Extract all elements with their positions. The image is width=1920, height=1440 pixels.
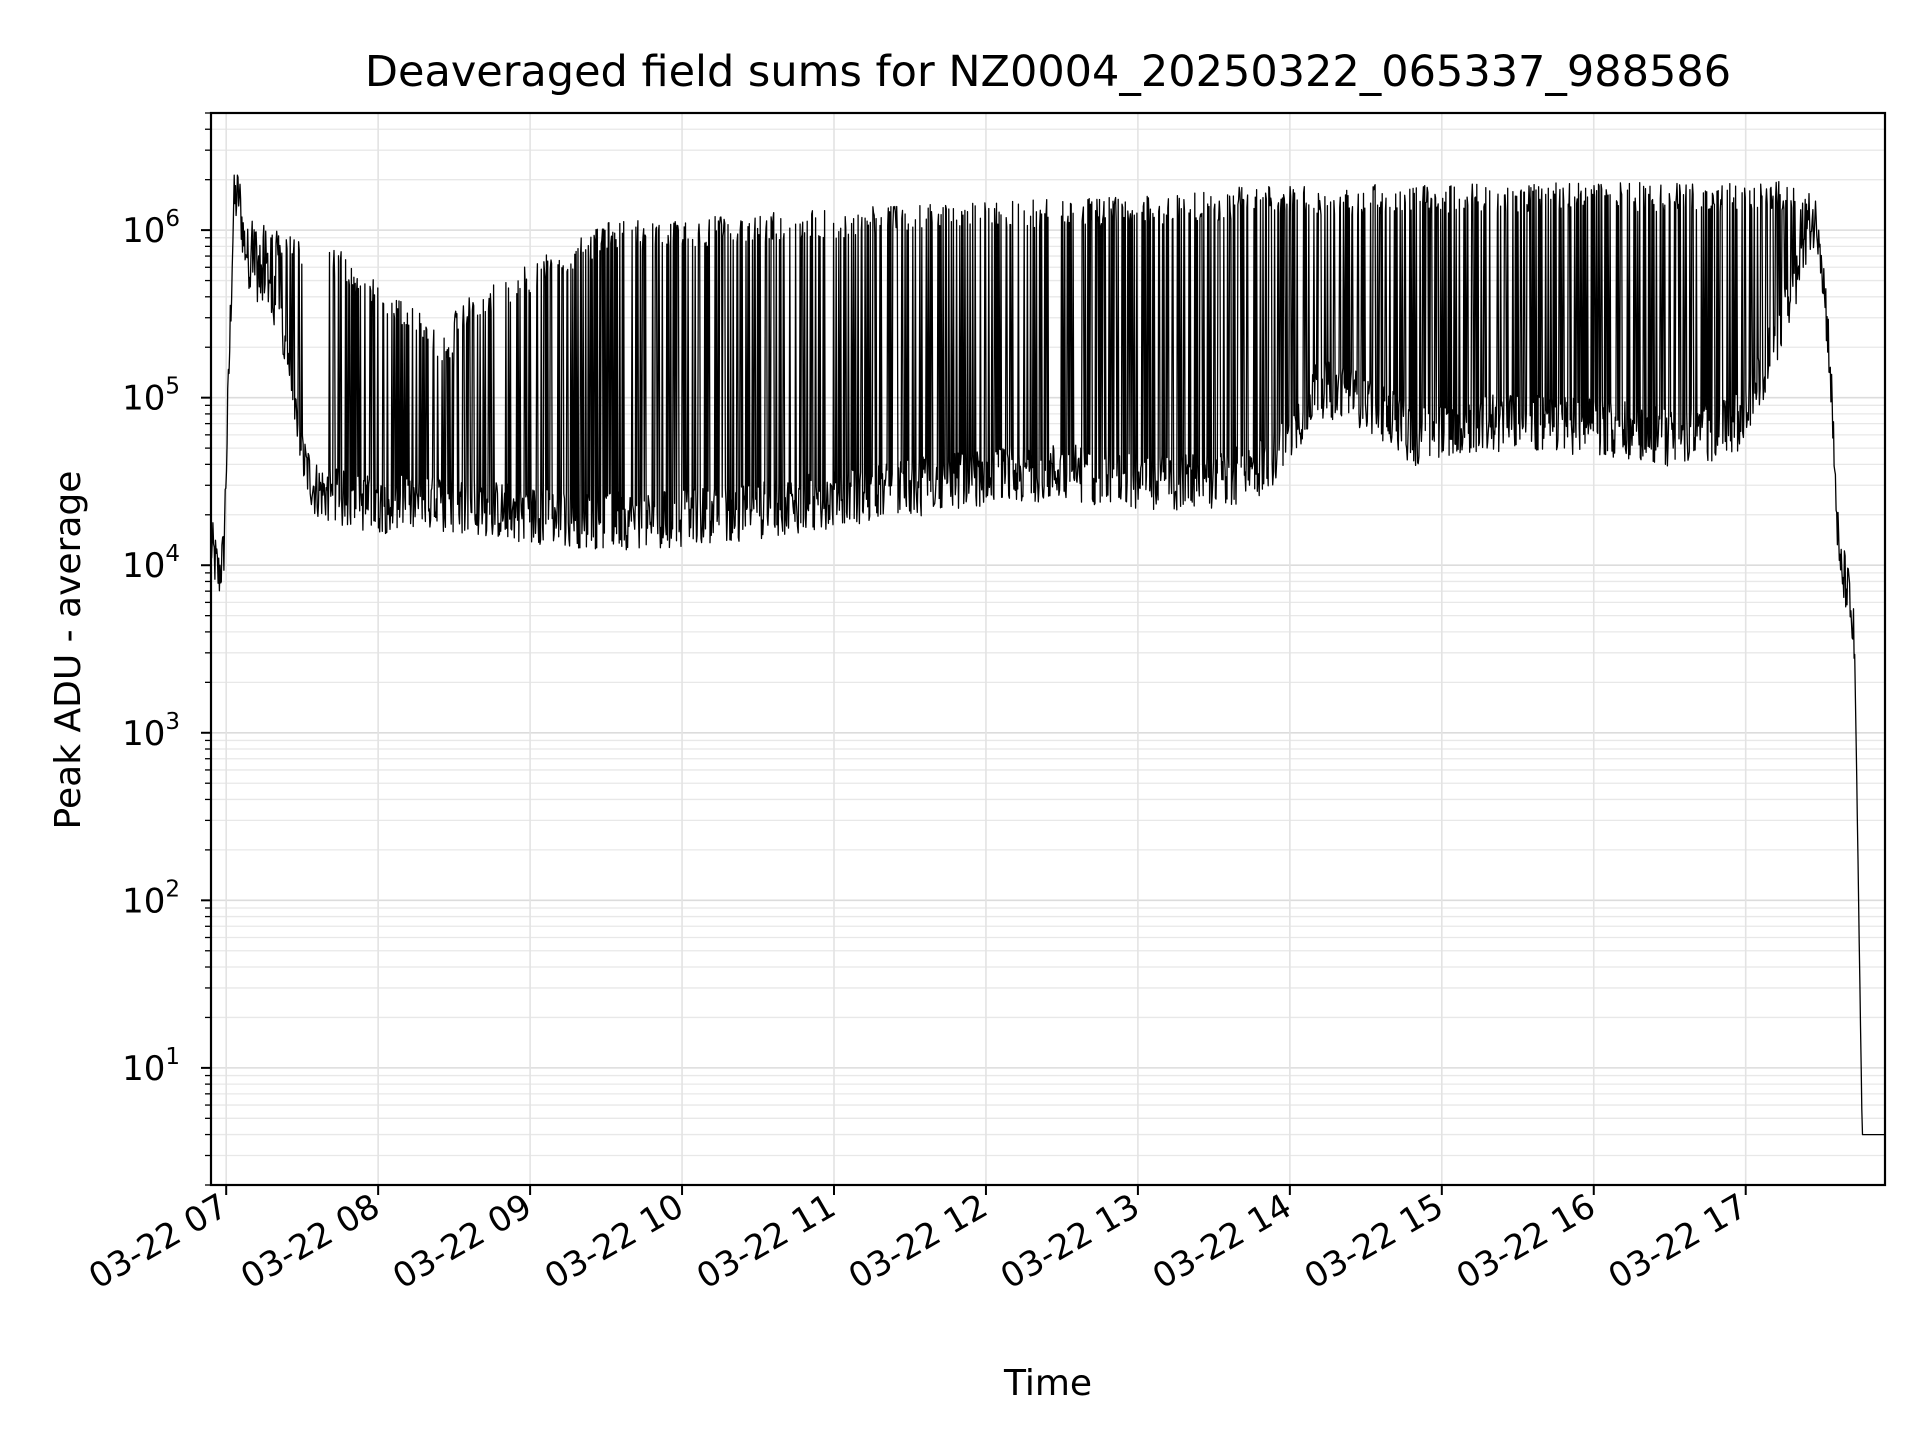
chart-title: Deaveraged field sums for NZ0004_2025032… <box>365 47 1731 97</box>
y-axis-label: Peak ADU - average <box>48 471 89 830</box>
plot-frame <box>209 111 1887 1187</box>
y-tick-label: 103 <box>122 709 180 754</box>
y-tick-label: 104 <box>122 541 180 586</box>
series-line <box>210 174 1886 1136</box>
y-tick-label: 101 <box>122 1044 180 1089</box>
y-tick-label: 106 <box>122 206 180 251</box>
x-axis-label: Time <box>1003 1363 1092 1404</box>
y-tick-label: 102 <box>122 876 180 921</box>
y-tick-label: 105 <box>122 374 180 419</box>
